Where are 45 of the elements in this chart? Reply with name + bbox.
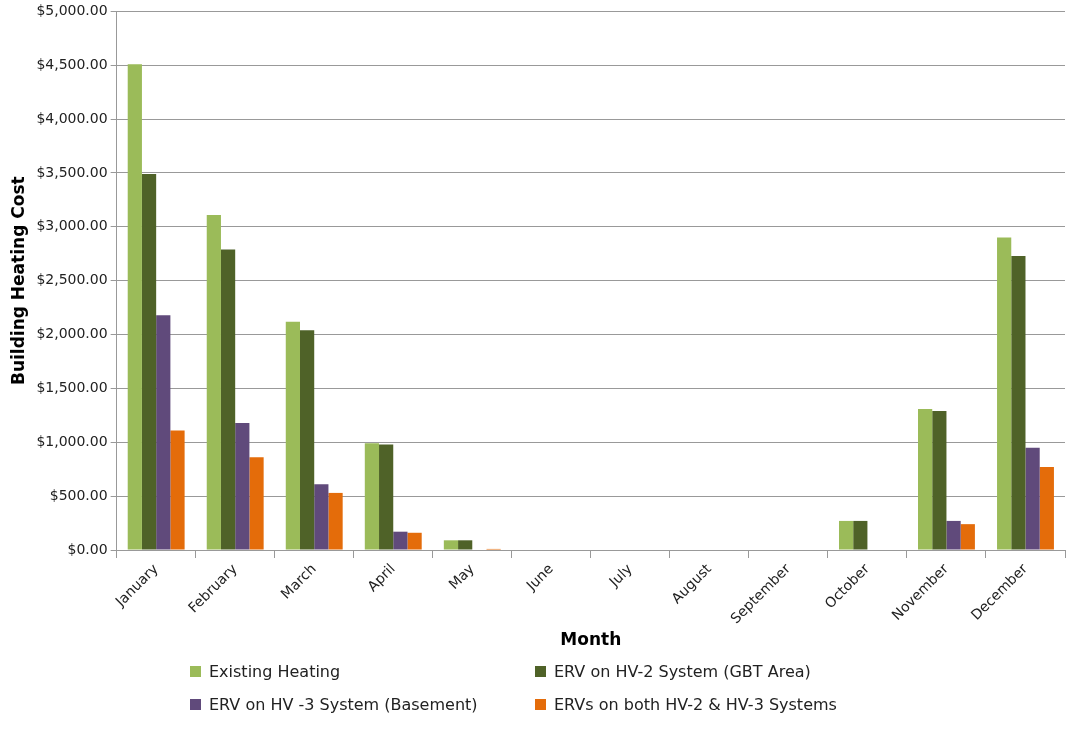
bar (220, 249, 236, 550)
bar (285, 321, 300, 550)
bar (1025, 447, 1040, 550)
bar (379, 444, 394, 550)
y-tick-label: $3,000.00 (36, 217, 108, 234)
legend-label: ERVs on both HV-2 & HV-3 Systems (554, 695, 837, 714)
bar (932, 411, 947, 550)
bar (946, 520, 961, 550)
bar (918, 408, 933, 550)
bar (960, 524, 975, 550)
y-tick-label: $5,000.00 (36, 2, 108, 19)
bar (206, 214, 221, 550)
y-tick-label: $500.00 (49, 486, 108, 503)
bar (393, 531, 408, 550)
bar (407, 532, 422, 550)
bar (443, 540, 459, 550)
y-tick-label: $4,500.00 (36, 55, 108, 72)
bar (853, 520, 868, 550)
bar (997, 237, 1012, 550)
bar (314, 484, 329, 550)
y-tick-label: $0.00 (67, 540, 108, 557)
y-tick-label: $4,000.00 (36, 109, 108, 126)
y-tick-label: $2,500.00 (36, 271, 108, 288)
bar (364, 443, 380, 550)
bar (141, 174, 157, 550)
bar (249, 457, 264, 550)
bar (235, 422, 250, 550)
bar (328, 492, 343, 550)
bar (156, 315, 171, 550)
y-tick-label: $1,500.00 (36, 379, 108, 396)
bar (838, 520, 854, 550)
legend-label: Existing Heating (209, 662, 341, 681)
bar (458, 540, 473, 550)
bar (1011, 255, 1026, 550)
x-axis-title: Month (560, 629, 622, 650)
bar (170, 430, 185, 550)
bar (1039, 467, 1054, 550)
bar (300, 330, 315, 550)
bar (127, 64, 142, 550)
legend-label: ERV on HV -3 System (Basement) (209, 695, 478, 714)
legend-label: ERV on HV-2 System (GBT Area) (554, 662, 811, 681)
y-tick-label: $2,000.00 (36, 325, 108, 342)
y-axis-title: Building Heating Cost (7, 176, 28, 386)
y-tick-label: $1,000.00 (36, 432, 108, 449)
y-tick-label: $3,500.00 (36, 163, 108, 180)
